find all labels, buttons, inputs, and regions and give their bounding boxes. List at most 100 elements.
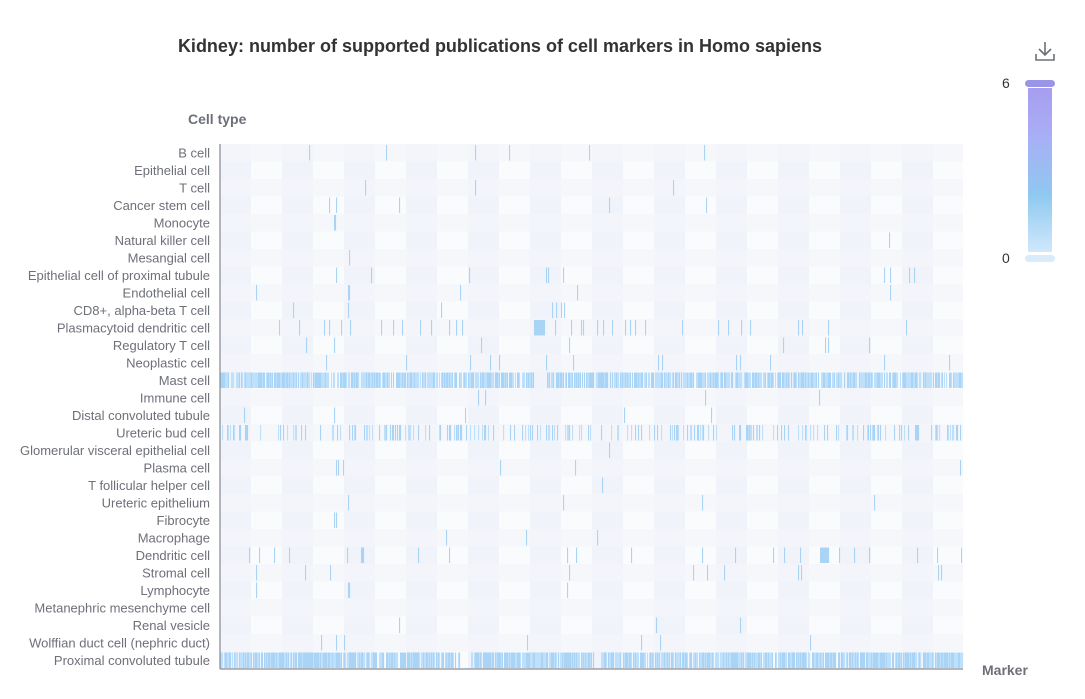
heatmap-cell[interactable] bbox=[379, 425, 381, 441]
heatmap-cell[interactable] bbox=[760, 652, 762, 669]
heatmap-cell[interactable] bbox=[593, 372, 595, 389]
heatmap-cell[interactable] bbox=[337, 372, 339, 389]
heatmap-cell[interactable] bbox=[740, 652, 742, 669]
heatmap-cell[interactable] bbox=[659, 652, 661, 669]
heatmap-cell[interactable] bbox=[895, 372, 897, 389]
heatmap-cell[interactable] bbox=[280, 372, 282, 389]
heatmap-cell[interactable] bbox=[807, 372, 809, 389]
heatmap-cell[interactable] bbox=[617, 652, 619, 669]
heatmap-cell[interactable] bbox=[795, 372, 797, 389]
heatmap-cell[interactable] bbox=[900, 652, 902, 669]
heatmap-cell[interactable] bbox=[728, 652, 730, 669]
heatmap-cell[interactable] bbox=[929, 372, 931, 389]
heatmap-cell[interactable] bbox=[436, 652, 438, 669]
heatmap-cell[interactable] bbox=[566, 372, 568, 389]
visual-map-min-handle[interactable] bbox=[1025, 255, 1055, 262]
heatmap-cell[interactable] bbox=[444, 372, 446, 389]
heatmap-cell[interactable] bbox=[578, 652, 580, 669]
heatmap-cell[interactable] bbox=[618, 425, 620, 441]
heatmap-cell[interactable] bbox=[827, 425, 829, 441]
heatmap-cell[interactable] bbox=[710, 652, 712, 669]
heatmap-cell[interactable] bbox=[284, 372, 286, 389]
heatmap-cell[interactable] bbox=[382, 372, 384, 389]
heatmap-cell[interactable] bbox=[334, 337, 336, 354]
heatmap-cell[interactable] bbox=[285, 372, 287, 389]
heatmap-cell[interactable] bbox=[669, 652, 671, 669]
heatmap-cell[interactable] bbox=[465, 407, 467, 424]
heatmap-cell[interactable] bbox=[764, 372, 766, 389]
heatmap-cell[interactable] bbox=[818, 652, 820, 669]
heatmap-cell[interactable] bbox=[881, 652, 883, 669]
heatmap-cell[interactable] bbox=[832, 652, 834, 669]
heatmap-cell[interactable] bbox=[658, 372, 660, 389]
heatmap-cell[interactable] bbox=[770, 652, 772, 669]
heatmap-cell[interactable] bbox=[763, 652, 765, 669]
heatmap-cell[interactable] bbox=[929, 652, 931, 669]
heatmap-cell[interactable] bbox=[376, 372, 378, 389]
heatmap-cell[interactable] bbox=[908, 652, 910, 669]
heatmap-cell[interactable] bbox=[941, 565, 943, 581]
heatmap-cell[interactable] bbox=[666, 372, 668, 389]
heatmap-cell[interactable] bbox=[405, 372, 407, 389]
heatmap-cell[interactable] bbox=[770, 355, 772, 371]
heatmap-cell[interactable] bbox=[485, 372, 487, 389]
heatmap-cell[interactable] bbox=[273, 652, 275, 669]
heatmap-cell[interactable] bbox=[839, 372, 841, 389]
heatmap-cell[interactable] bbox=[755, 652, 757, 669]
heatmap-cell[interactable] bbox=[821, 652, 823, 669]
heatmap-cell[interactable] bbox=[286, 652, 288, 669]
heatmap-cell[interactable] bbox=[510, 372, 512, 389]
heatmap-cell[interactable] bbox=[829, 652, 831, 669]
heatmap-cell[interactable] bbox=[413, 372, 415, 389]
heatmap-cell[interactable] bbox=[939, 652, 941, 669]
heatmap-cell[interactable] bbox=[773, 372, 775, 389]
heatmap-cell[interactable] bbox=[346, 372, 348, 389]
heatmap-cell[interactable] bbox=[606, 652, 608, 669]
heatmap-cell[interactable] bbox=[250, 652, 252, 669]
heatmap-cell[interactable] bbox=[804, 652, 806, 669]
heatmap-cell[interactable] bbox=[366, 425, 368, 441]
heatmap-cell[interactable] bbox=[349, 372, 351, 389]
heatmap-cell[interactable] bbox=[539, 652, 541, 669]
heatmap-cell[interactable] bbox=[817, 425, 819, 441]
heatmap-cell[interactable] bbox=[728, 372, 730, 389]
heatmap-cell[interactable] bbox=[550, 652, 552, 669]
heatmap-cell[interactable] bbox=[869, 652, 871, 669]
heatmap-cell[interactable] bbox=[600, 372, 602, 389]
heatmap-cell[interactable] bbox=[794, 372, 796, 389]
heatmap-cell[interactable] bbox=[241, 372, 243, 389]
heatmap-cell[interactable] bbox=[890, 372, 892, 389]
heatmap-cell[interactable] bbox=[672, 425, 674, 441]
heatmap-cell[interactable] bbox=[858, 652, 860, 669]
heatmap-cell[interactable] bbox=[556, 302, 558, 319]
heatmap-cell[interactable] bbox=[369, 652, 371, 669]
heatmap-cell[interactable] bbox=[270, 372, 272, 389]
heatmap-cell[interactable] bbox=[882, 652, 884, 669]
heatmap-cell[interactable] bbox=[669, 372, 671, 389]
heatmap-cell[interactable] bbox=[828, 320, 830, 336]
heatmap-cell[interactable] bbox=[747, 425, 749, 441]
heatmap-cell[interactable] bbox=[246, 425, 248, 441]
heatmap-cell[interactable] bbox=[309, 652, 311, 669]
heatmap-cell[interactable] bbox=[229, 652, 231, 669]
heatmap-cell[interactable] bbox=[236, 372, 238, 389]
heatmap-cell[interactable] bbox=[714, 372, 716, 389]
heatmap-cell[interactable] bbox=[313, 652, 315, 669]
heatmap-cell[interactable] bbox=[268, 372, 270, 389]
heatmap-cell[interactable] bbox=[856, 372, 858, 389]
heatmap-cell[interactable] bbox=[610, 372, 612, 389]
heatmap-cell[interactable] bbox=[814, 372, 816, 389]
heatmap-cell[interactable] bbox=[350, 320, 352, 336]
heatmap-cell[interactable] bbox=[788, 372, 790, 389]
heatmap-cell[interactable] bbox=[701, 372, 703, 389]
heatmap-cell[interactable] bbox=[256, 372, 258, 389]
heatmap-cell[interactable] bbox=[636, 372, 638, 389]
heatmap-cell[interactable] bbox=[597, 372, 599, 389]
heatmap-cell[interactable] bbox=[551, 652, 553, 669]
heatmap-cell[interactable] bbox=[313, 372, 315, 389]
heatmap-cell[interactable] bbox=[530, 652, 532, 669]
heatmap-cell[interactable] bbox=[326, 652, 328, 669]
heatmap-cell[interactable] bbox=[314, 652, 316, 669]
heatmap-cell[interactable] bbox=[686, 372, 688, 389]
heatmap-cell[interactable] bbox=[917, 425, 919, 441]
